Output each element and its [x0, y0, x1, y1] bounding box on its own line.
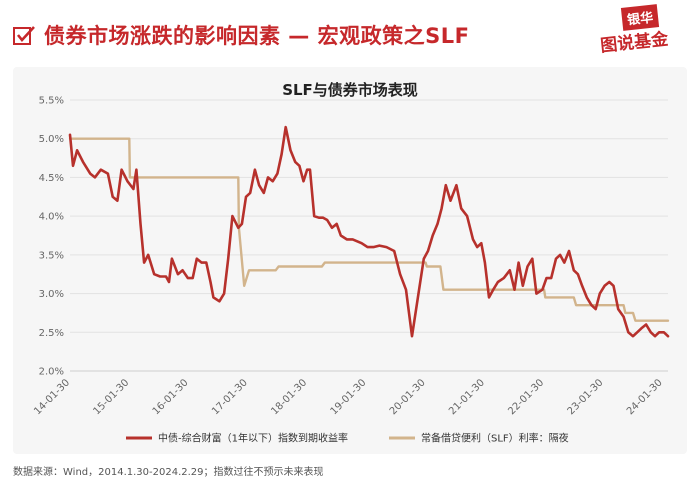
- x-tick-label: 24-01-30: [625, 377, 665, 417]
- y-tick-label: 5.5%: [39, 96, 64, 107]
- x-tick-label: 18-01-30: [269, 377, 309, 417]
- x-tick-label: 21-01-30: [447, 377, 487, 417]
- footnote: 数据来源：Wind，2014.1.30-2024.2.29；指数过往不预示未来表…: [13, 467, 324, 478]
- x-tick-label: 15-01-30: [92, 377, 132, 417]
- y-tick-label: 3.0%: [39, 289, 64, 300]
- x-tick-label: 23-01-30: [566, 377, 606, 417]
- x-tick-label: 20-01-30: [388, 377, 428, 417]
- header: 债券市场涨跌的影响因素 — 宏观政策之SLF 银华 图说基金: [0, 0, 700, 62]
- legend-label: 中债-综合财富（1年以下）指数到期收益率: [158, 432, 348, 445]
- x-tick-label: 17-01-30: [210, 377, 250, 417]
- chart-title: SLF与债券市场表现: [282, 81, 418, 99]
- y-tick-label: 2.5%: [39, 328, 64, 339]
- checkbox-icon: [13, 26, 35, 45]
- y-tick-label: 4.5%: [39, 173, 64, 184]
- line-chart: 2.0% 2.5% 3.0% 3.5% 4.0% 4.5% 5.0% 5.5% 14-01-30…: [32, 96, 670, 445]
- y-tick-label: 4.0%: [39, 212, 64, 223]
- slf-series-line: [68, 137, 670, 322]
- x-tick-label: 22-01-30: [506, 377, 546, 417]
- x-tick-label: 16-01-30: [151, 377, 191, 417]
- y-tick-label: 5.0%: [39, 134, 64, 145]
- legend-label: 常备借贷便利（SLF）利率：隔夜: [421, 432, 569, 445]
- yield-series-line: [68, 125, 670, 338]
- x-tick-label: 19-01-30: [329, 377, 369, 417]
- brand-name: 图说基金: [599, 29, 670, 57]
- chart-panel: SLF与债券市场表现 2.0% 2.5% 3.0% 3.5% 4.0% 4.5% 5.0% 5…: [13, 67, 687, 454]
- x-tick-label: 14-01-30: [32, 377, 72, 417]
- y-tick-label: 2.0%: [39, 367, 64, 378]
- brand-logo: 银华 图说基金: [599, 4, 692, 56]
- y-tick-label: 3.5%: [39, 250, 64, 261]
- page-title: 债券市场涨跌的影响因素 — 宏观政策之SLF: [44, 24, 470, 48]
